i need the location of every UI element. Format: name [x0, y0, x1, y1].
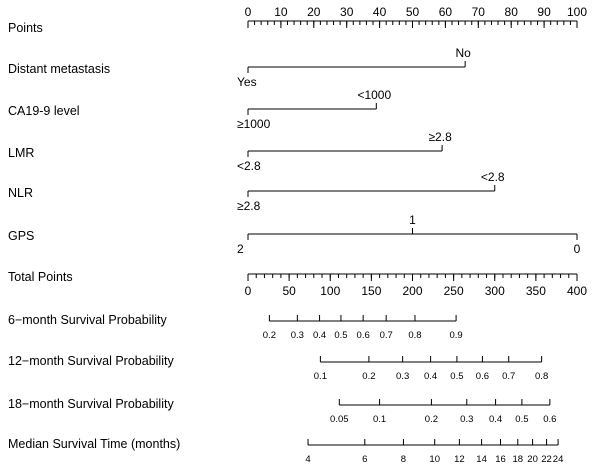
outcome-tick-label: 6: [362, 454, 367, 465]
predictor-label: CA19-9 level: [8, 104, 80, 118]
total-points-tick-label: 50: [282, 284, 296, 298]
outcome-tick-label: 0.4: [489, 414, 502, 425]
outcome-tick-label: 0.5: [450, 371, 463, 382]
outcome-tick-label: 20: [527, 454, 538, 465]
outcome-tick-label: 0.4: [424, 371, 437, 382]
predictor-label: LMR: [8, 146, 34, 160]
total-points-tick-label: 250: [444, 284, 464, 298]
outcome-tick-label: 0.1: [314, 371, 327, 382]
total-points-tick-label: 400: [567, 284, 587, 298]
outcome-label: Median Survival Time (months): [8, 437, 180, 451]
outcome-tick-label: 0.5: [334, 330, 347, 341]
outcome-tick-label: 0.4: [313, 330, 326, 341]
predictor-level-label: 2: [237, 242, 244, 256]
outcome-tick-label: 0.8: [535, 371, 548, 382]
predictor-level-label: 0: [574, 242, 581, 256]
outcome-tick-label: 14: [476, 454, 487, 465]
points-tick-label: 80: [505, 5, 519, 19]
outcome-tick-label: 0.3: [460, 414, 473, 425]
predictor-label: GPS: [8, 229, 34, 243]
total-points-tick-label: 350: [526, 284, 546, 298]
outcome-tick-label: 0.6: [357, 330, 370, 341]
points-tick-label: 20: [307, 5, 321, 19]
outcome-tick-label: 8: [401, 454, 406, 465]
points-tick-label: 50: [406, 5, 420, 19]
outcome-tick-label: 12: [454, 454, 465, 465]
predictor-label: NLR: [8, 186, 33, 200]
axes: 0 10 20 30 40 50 60 70 80 90 100YesNo≥1000<1000<2.…: [237, 5, 587, 465]
points-row-label: Points: [8, 21, 43, 35]
total-points-tick-label: 100: [320, 284, 340, 298]
outcome-tick-label: 0.2: [362, 371, 375, 382]
total-points-tick-label: 150: [361, 284, 381, 298]
outcome-label: 6−month Survival Probability: [8, 313, 168, 327]
outcome-tick-label: 16: [495, 454, 506, 465]
points-tick-label: 30: [340, 5, 354, 19]
points-tick-label: 100: [567, 5, 587, 19]
outcome-tick-label: 22: [541, 454, 552, 465]
outcome-tick-label: 0.7: [380, 330, 393, 341]
total-points-row-label: Total Points: [8, 270, 73, 284]
outcome-tick-label: 0.2: [425, 414, 438, 425]
predictor-level-label: 1: [409, 213, 416, 227]
total-points-tick-label: 200: [402, 284, 422, 298]
outcome-tick-label: 0.3: [396, 371, 409, 382]
predictor-level-label: No: [455, 46, 471, 60]
predictor-level-label: ≥2.8: [237, 199, 261, 213]
outcome-label: 18−month Survival Probability: [8, 397, 174, 411]
predictor-level-label: ≥1000: [237, 117, 271, 131]
outcome-tick-label: 0.8: [408, 330, 421, 341]
outcome-tick-label: 0.6: [543, 414, 556, 425]
outcome-tick-label: 0.6: [476, 371, 489, 382]
outcome-label: 12−month Survival Probability: [8, 354, 174, 368]
total-points-tick-label: 0: [245, 284, 252, 298]
outcome-tick-label: 0.05: [330, 414, 349, 425]
outcome-tick-label: 24: [553, 454, 564, 465]
outcome-tick-label: 0.7: [502, 371, 515, 382]
points-tick-label: 70: [472, 5, 486, 19]
predictor-level-label: ≥2.8: [428, 130, 452, 144]
outcome-tick-label: 10: [429, 454, 440, 465]
outcome-tick-label: 0.3: [291, 330, 304, 341]
total-points-tick-label: 300: [485, 284, 505, 298]
row-labels: Points Distant metastasis CA19-9 level LMR N…: [8, 21, 180, 451]
predictor-level-label: <2.8: [481, 170, 505, 184]
points-tick-label: 60: [439, 5, 453, 19]
points-tick-label: 90: [537, 5, 551, 19]
points-tick-label: 40: [373, 5, 387, 19]
points-tick-label: 10: [274, 5, 288, 19]
predictor-label: Distant metastasis: [8, 62, 110, 76]
points-tick-label: 0: [245, 5, 252, 19]
outcome-tick-label: 0.2: [263, 330, 276, 341]
outcome-tick-label: 0.9: [449, 330, 462, 341]
predictor-level-label: <1000: [357, 88, 391, 102]
outcome-tick-label: 18: [512, 454, 523, 465]
outcome-tick-label: 4: [305, 454, 310, 465]
predictor-level-label: <2.8: [237, 159, 261, 173]
outcome-tick-label: 0.1: [373, 414, 386, 425]
predictor-level-label: Yes: [237, 75, 257, 89]
outcome-tick-label: 0.5: [515, 414, 528, 425]
